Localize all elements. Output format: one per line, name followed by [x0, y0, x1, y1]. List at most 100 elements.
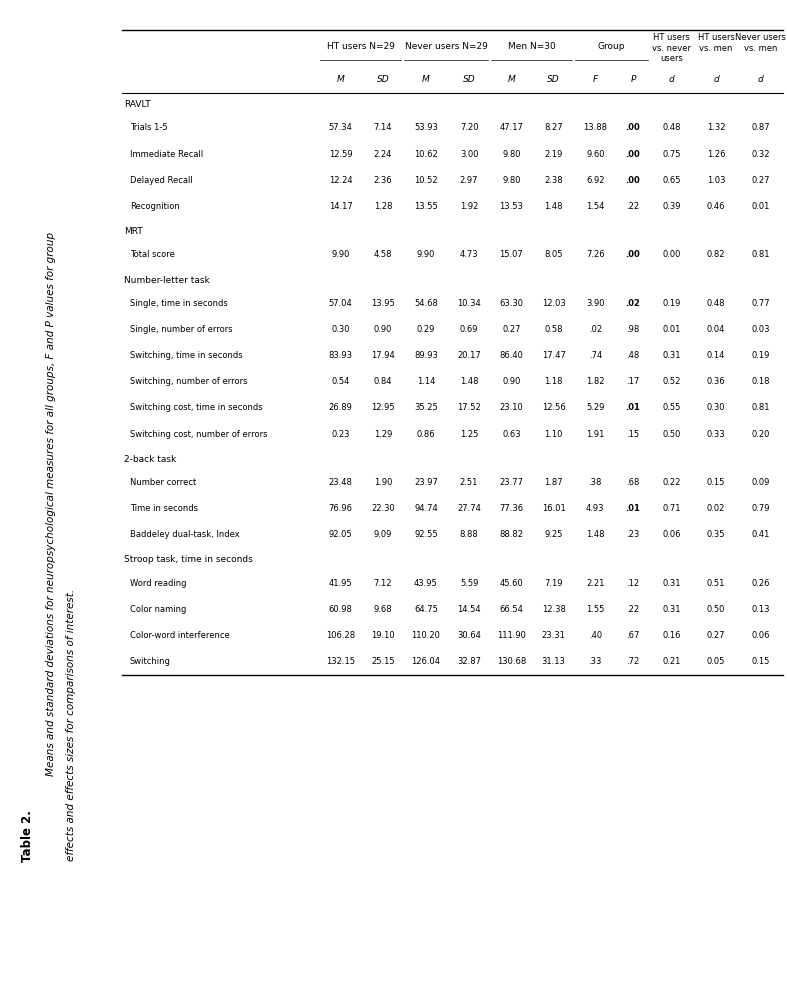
Text: 23.31: 23.31	[541, 631, 566, 639]
Text: 5.59: 5.59	[460, 579, 478, 587]
Text: 1.29: 1.29	[374, 430, 392, 438]
Text: 13.88: 13.88	[583, 124, 608, 132]
Text: 0.52: 0.52	[663, 378, 681, 386]
Text: Color naming: Color naming	[130, 605, 187, 613]
Text: 14.17: 14.17	[329, 202, 353, 210]
Text: HT users
vs. men: HT users vs. men	[697, 33, 734, 52]
Text: 0.13: 0.13	[752, 605, 770, 613]
Text: M: M	[422, 76, 430, 84]
Text: 26.89: 26.89	[329, 404, 353, 412]
Text: Never users
vs. men: Never users vs. men	[735, 33, 786, 52]
Text: 9.09: 9.09	[374, 531, 392, 539]
Text: 2-back task: 2-back task	[124, 455, 176, 464]
Text: 0.20: 0.20	[752, 430, 770, 438]
Text: 0.00: 0.00	[663, 251, 681, 259]
Text: Switching, number of errors: Switching, number of errors	[130, 378, 247, 386]
Text: 6.92: 6.92	[586, 176, 604, 184]
Text: .74: .74	[589, 351, 602, 359]
Text: 3.90: 3.90	[586, 299, 604, 307]
Text: 31.13: 31.13	[541, 658, 566, 666]
Text: .00: .00	[626, 150, 641, 158]
Text: 1.26: 1.26	[707, 150, 726, 158]
Text: 0.01: 0.01	[663, 325, 681, 333]
Text: 0.05: 0.05	[707, 658, 726, 666]
Text: MRT: MRT	[124, 228, 143, 237]
Text: 0.48: 0.48	[707, 299, 726, 307]
Text: 0.26: 0.26	[752, 579, 770, 587]
Text: 0.50: 0.50	[707, 605, 726, 613]
Text: SD: SD	[548, 76, 560, 84]
Text: 9.90: 9.90	[331, 251, 349, 259]
Text: 64.75: 64.75	[414, 605, 438, 613]
Text: 2.36: 2.36	[374, 176, 392, 184]
Text: .15: .15	[626, 430, 640, 438]
Text: 10.34: 10.34	[457, 299, 481, 307]
Text: 0.54: 0.54	[331, 378, 349, 386]
Text: d: d	[669, 76, 674, 84]
Text: 0.69: 0.69	[460, 325, 478, 333]
Text: 23.48: 23.48	[329, 478, 353, 486]
Text: 1.48: 1.48	[460, 378, 478, 386]
Text: .12: .12	[626, 579, 640, 587]
Text: .98: .98	[626, 325, 640, 333]
Text: 0.65: 0.65	[662, 176, 681, 184]
Text: 130.68: 130.68	[497, 658, 526, 666]
Text: 0.75: 0.75	[662, 150, 681, 158]
Text: 0.27: 0.27	[502, 325, 521, 333]
Text: 0.41: 0.41	[752, 531, 770, 539]
Text: 0.30: 0.30	[707, 404, 726, 412]
Text: Word reading: Word reading	[130, 579, 187, 587]
Text: 0.03: 0.03	[752, 325, 770, 333]
Text: 1.48: 1.48	[545, 202, 563, 210]
Text: Baddeley dual-task, Index: Baddeley dual-task, Index	[130, 531, 239, 539]
Text: 20.17: 20.17	[457, 351, 481, 359]
Text: 0.58: 0.58	[545, 325, 563, 333]
Text: 12.38: 12.38	[541, 605, 566, 613]
Text: 132.15: 132.15	[326, 658, 355, 666]
Text: 60.98: 60.98	[329, 605, 353, 613]
Text: 23.97: 23.97	[414, 478, 438, 486]
Text: 57.34: 57.34	[329, 124, 353, 132]
Text: 0.90: 0.90	[502, 378, 520, 386]
Text: Total score: Total score	[130, 251, 175, 259]
Text: 0.16: 0.16	[662, 631, 681, 639]
Text: 1.48: 1.48	[586, 531, 604, 539]
Text: 0.02: 0.02	[707, 505, 726, 513]
Text: 1.03: 1.03	[707, 176, 726, 184]
Text: 7.12: 7.12	[374, 579, 392, 587]
Text: 8.88: 8.88	[460, 531, 478, 539]
Text: 0.15: 0.15	[752, 658, 770, 666]
Text: 89.93: 89.93	[414, 351, 438, 359]
Text: 54.68: 54.68	[414, 299, 438, 307]
Text: .02: .02	[589, 325, 602, 333]
Text: 13.95: 13.95	[371, 299, 395, 307]
Text: 1.90: 1.90	[374, 478, 392, 486]
Text: 0.31: 0.31	[662, 579, 681, 587]
Text: 0.27: 0.27	[707, 631, 726, 639]
Text: 0.90: 0.90	[374, 325, 392, 333]
Text: 77.36: 77.36	[499, 505, 523, 513]
Text: .23: .23	[626, 531, 640, 539]
Text: Delayed Recall: Delayed Recall	[130, 176, 193, 184]
Text: 126.04: 126.04	[412, 658, 441, 666]
Text: Immediate Recall: Immediate Recall	[130, 150, 203, 158]
Text: effects and effects sizes for comparisons of interest.: effects and effects sizes for comparison…	[66, 589, 76, 861]
Text: 0.06: 0.06	[662, 531, 681, 539]
Text: 17.94: 17.94	[371, 351, 395, 359]
Text: Time in seconds: Time in seconds	[130, 505, 198, 513]
Text: .72: .72	[626, 658, 640, 666]
Text: 92.05: 92.05	[329, 531, 353, 539]
Text: Color-word interference: Color-word interference	[130, 631, 230, 639]
Text: Stroop task, time in seconds: Stroop task, time in seconds	[124, 556, 253, 565]
Text: 0.30: 0.30	[331, 325, 349, 333]
Text: 13.53: 13.53	[500, 202, 523, 210]
Text: 10.62: 10.62	[414, 150, 438, 158]
Text: 0.19: 0.19	[663, 299, 681, 307]
Text: 9.60: 9.60	[586, 150, 604, 158]
Text: .33: .33	[589, 658, 602, 666]
Text: 1.14: 1.14	[417, 378, 435, 386]
Text: Switching, time in seconds: Switching, time in seconds	[130, 351, 242, 359]
Text: P: P	[630, 76, 636, 84]
Text: 4.73: 4.73	[460, 251, 478, 259]
Text: 25.15: 25.15	[371, 658, 395, 666]
